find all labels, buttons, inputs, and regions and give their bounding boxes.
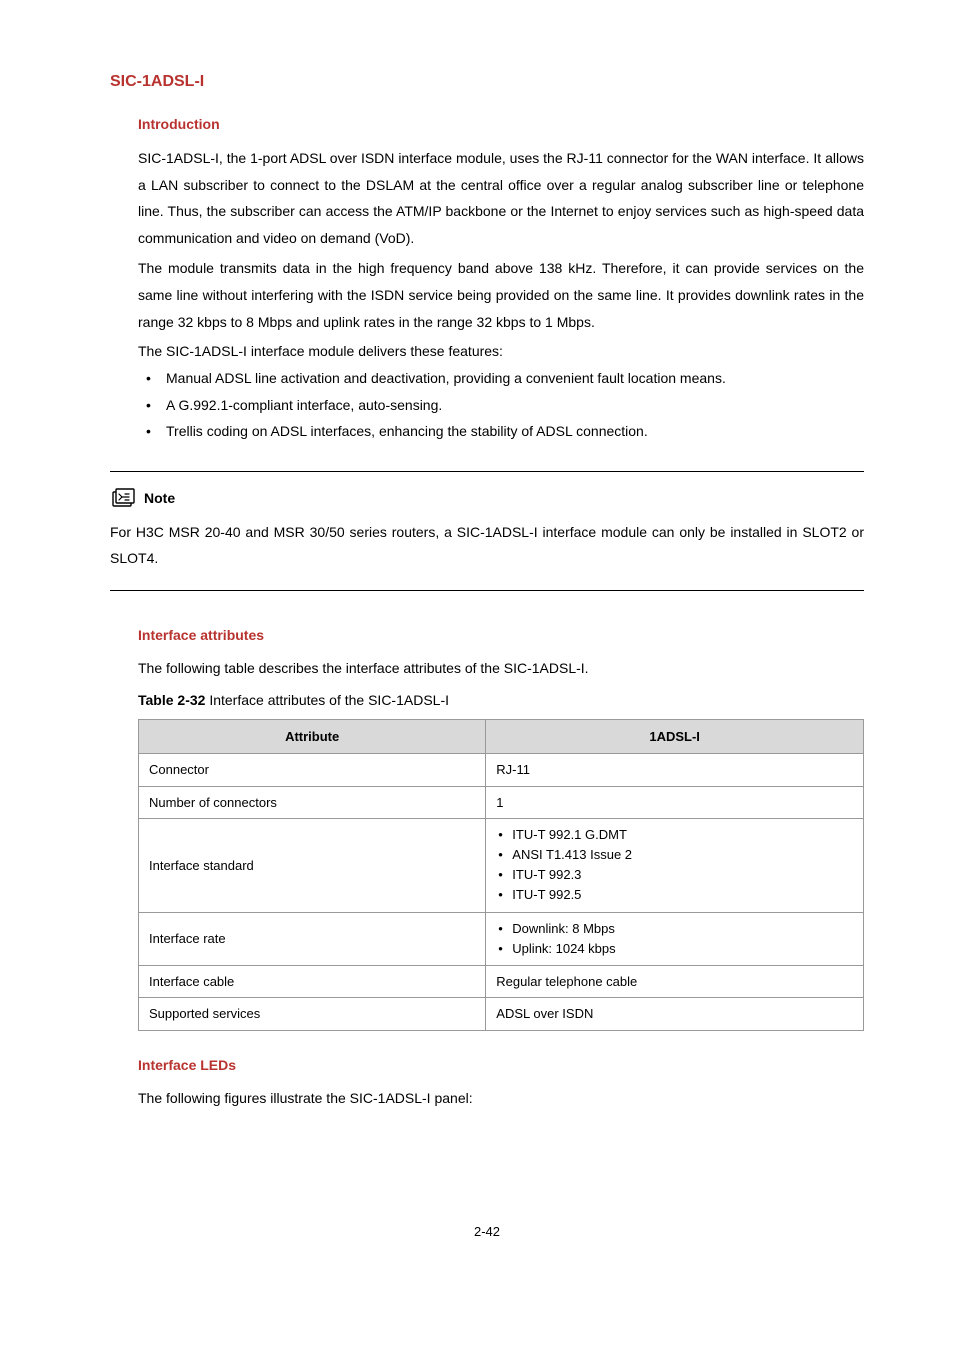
- intro-paragraph-1: SIC-1ADSL-I, the 1-port ADSL over ISDN i…: [138, 145, 864, 251]
- table-row: Interface rate Downlink: 8 Mbps Uplink: …: [139, 912, 864, 965]
- note-icon: [110, 488, 138, 510]
- list-item: ANSI T1.413 Issue 2: [496, 845, 853, 865]
- feature-item: Manual ADSL line activation and deactiva…: [138, 365, 864, 392]
- note-text: For H3C MSR 20-40 and MSR 30/50 series r…: [110, 520, 864, 572]
- table-row: Connector RJ-11: [139, 754, 864, 787]
- interface-leds-lead: The following figures illustrate the SIC…: [138, 1086, 864, 1112]
- table-caption: Table 2-32 Interface attributes of the S…: [138, 690, 864, 711]
- table-header-value: 1ADSL-I: [486, 719, 864, 754]
- attr-label: Number of connectors: [139, 786, 486, 819]
- table-header-attribute: Attribute: [139, 719, 486, 754]
- attr-value: RJ-11: [486, 754, 864, 787]
- intro-heading: Introduction: [138, 114, 864, 135]
- list-item: ITU-T 992.1 G.DMT: [496, 825, 853, 845]
- note-header: Note: [110, 488, 864, 510]
- feature-list: Manual ADSL line activation and deactiva…: [138, 365, 864, 445]
- table-row: Interface standard ITU-T 992.1 G.DMT ANS…: [139, 819, 864, 913]
- table-row: Number of connectors 1: [139, 786, 864, 819]
- list-item: ITU-T 992.3: [496, 865, 853, 885]
- attr-value: ITU-T 992.1 G.DMT ANSI T1.413 Issue 2 IT…: [486, 819, 864, 913]
- attr-label: Interface standard: [139, 819, 486, 913]
- note-label: Note: [144, 488, 175, 509]
- feature-item: Trellis coding on ADSL interfaces, enhan…: [138, 418, 864, 445]
- table-caption-text: Interface attributes of the SIC-1ADSL-I: [205, 692, 449, 708]
- intro-paragraph-3: The SIC-1ADSL-I interface module deliver…: [138, 339, 864, 365]
- page-number: 2-42: [110, 1222, 864, 1242]
- list-item: Downlink: 8 Mbps: [496, 919, 853, 939]
- section-heading: SIC-1ADSL-I: [110, 70, 864, 94]
- list-item: Uplink: 1024 kbps: [496, 939, 853, 959]
- interface-attributes-lead: The following table describes the interf…: [138, 656, 864, 682]
- attr-value: Downlink: 8 Mbps Uplink: 1024 kbps: [486, 912, 864, 965]
- intro-paragraph-2: The module transmits data in the high fr…: [138, 255, 864, 335]
- attr-label: Supported services: [139, 998, 486, 1031]
- note-block: Note For H3C MSR 20-40 and MSR 30/50 ser…: [110, 471, 864, 591]
- table-caption-number: Table 2-32: [138, 692, 205, 708]
- table-row: Supported services ADSL over ISDN: [139, 998, 864, 1031]
- table-row: Interface cable Regular telephone cable: [139, 965, 864, 998]
- interface-attributes-table: Attribute 1ADSL-I Connector RJ-11 Number…: [138, 719, 864, 1031]
- attr-value: Regular telephone cable: [486, 965, 864, 998]
- attr-value: 1: [486, 786, 864, 819]
- attr-label: Interface cable: [139, 965, 486, 998]
- interface-leds-heading: Interface LEDs: [138, 1055, 864, 1076]
- attr-label: Interface rate: [139, 912, 486, 965]
- interface-attributes-heading: Interface attributes: [138, 625, 864, 646]
- list-item: ITU-T 992.5: [496, 885, 853, 905]
- feature-item: A G.992.1-compliant interface, auto-sens…: [138, 392, 864, 419]
- attr-value: ADSL over ISDN: [486, 998, 864, 1031]
- attr-label: Connector: [139, 754, 486, 787]
